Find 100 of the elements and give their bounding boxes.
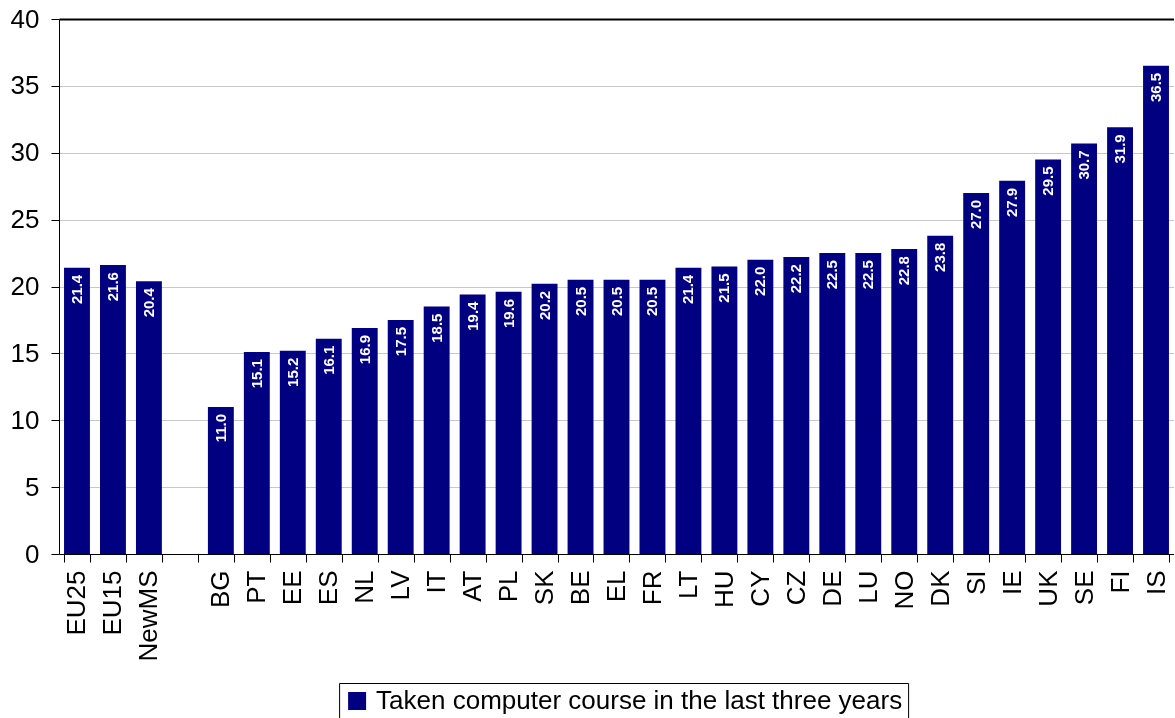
bar	[603, 279, 630, 554]
bar	[459, 294, 486, 554]
bar	[567, 279, 594, 554]
data-label: 22.0	[751, 266, 769, 296]
data-label: 21.4	[679, 274, 697, 304]
data-label: 27.9	[1003, 187, 1021, 218]
bar	[207, 406, 234, 554]
data-label: 16.1	[319, 345, 337, 375]
y-tick-label: 15	[10, 337, 40, 368]
x-tick-label: ES	[313, 570, 344, 606]
x-tick-label: IE	[996, 570, 1027, 596]
x-tick-label: IT	[421, 570, 452, 594]
bar	[747, 259, 774, 554]
x-tick-label: EE	[277, 570, 308, 606]
x-tick-label: HU	[708, 570, 739, 609]
x-tick-label: BE	[565, 570, 596, 606]
x-tick-label: PT	[241, 570, 272, 604]
bar	[1107, 127, 1133, 554]
y-tick-label: 40	[10, 3, 40, 34]
data-label: 22.5	[859, 260, 877, 290]
bar	[639, 279, 666, 554]
x-tick-label: NO	[888, 570, 919, 610]
x-tick-label: EU15	[97, 570, 128, 636]
x-tick-label: BG	[205, 570, 236, 609]
data-label: 21.4	[67, 274, 85, 304]
data-label: 30.7	[1075, 150, 1093, 180]
y-tick-label: 0	[25, 538, 40, 569]
y-tick-label: 30	[10, 137, 40, 168]
data-label: 17.5	[391, 326, 409, 357]
data-label: 15.1	[247, 359, 265, 389]
legend-label: Taken computer course in the last three years	[376, 685, 903, 715]
data-label: 21.6	[103, 272, 121, 302]
bar	[531, 283, 558, 554]
data-label: 11.0	[211, 413, 229, 443]
y-tick-label: 20	[10, 271, 40, 301]
bar	[1071, 143, 1098, 554]
data-label: 21.5	[715, 273, 733, 303]
x-tick-label: UK	[1032, 569, 1063, 607]
x-tick-label: CY	[744, 570, 775, 607]
bar	[351, 327, 378, 554]
x-tick-label: DK	[924, 569, 955, 607]
data-label: 20.2	[535, 290, 553, 321]
x-tick-label: SI	[960, 570, 991, 596]
x-tick-label: EL	[601, 570, 631, 603]
data-label: 27.0	[967, 199, 985, 230]
y-tick-label: 35	[10, 70, 40, 101]
x-tick-label: CZ	[780, 570, 811, 606]
data-label: 22.8	[895, 256, 913, 286]
data-label: 19.4	[463, 300, 481, 331]
data-label: 20.5	[607, 286, 625, 317]
y-tick-label: 25	[10, 204, 40, 235]
x-tick-label: NewMS	[133, 570, 164, 662]
bar	[927, 235, 954, 554]
bar	[819, 253, 846, 554]
bar	[423, 306, 450, 554]
bar	[243, 352, 270, 554]
bar	[963, 192, 990, 554]
bar	[100, 265, 126, 554]
bar	[1143, 65, 1169, 554]
bar	[999, 180, 1026, 554]
bar	[135, 281, 162, 554]
bar	[783, 257, 810, 554]
x-tick-label: FI	[1104, 570, 1135, 594]
x-tick-label: DE	[816, 570, 847, 607]
data-label: 20.5	[643, 286, 661, 317]
bar	[495, 291, 522, 554]
bar	[64, 267, 90, 554]
x-tick-label: LU	[852, 570, 883, 604]
data-label: 18.5	[427, 313, 445, 343]
bar	[1035, 159, 1062, 554]
x-tick-label: FR	[636, 570, 667, 606]
y-tick-label: 10	[10, 404, 40, 435]
bar	[891, 249, 918, 554]
bar	[711, 266, 738, 554]
x-tick-label: LV	[385, 569, 416, 601]
x-tick-label: SE	[1068, 570, 1099, 606]
x-tick-label: PL	[493, 570, 524, 603]
y-tick-label: 5	[25, 471, 40, 502]
data-label: 20.5	[571, 286, 589, 317]
data-label: 22.5	[823, 260, 841, 290]
x-tick-label: IS	[1140, 570, 1171, 596]
x-tick-label: AT	[457, 570, 488, 602]
data-label: 22.2	[787, 264, 805, 294]
x-tick-label: SK	[529, 569, 560, 606]
data-label: 16.9	[355, 334, 373, 365]
data-label: 31.9	[1111, 134, 1129, 164]
x-tick-label: EU25	[61, 570, 92, 636]
data-label: 20.4	[139, 287, 157, 318]
data-label: 29.5	[1039, 166, 1057, 196]
data-label: 15.2	[283, 357, 301, 387]
x-tick-label: NL	[349, 570, 380, 604]
data-label: 36.5	[1147, 72, 1165, 103]
bar	[855, 253, 882, 554]
bar	[279, 350, 306, 554]
bar	[675, 267, 702, 554]
bar	[387, 319, 414, 554]
x-tick-label: LT	[672, 570, 703, 599]
data-label: 23.8	[931, 242, 949, 272]
bar	[315, 338, 342, 554]
data-label: 19.6	[499, 298, 517, 329]
